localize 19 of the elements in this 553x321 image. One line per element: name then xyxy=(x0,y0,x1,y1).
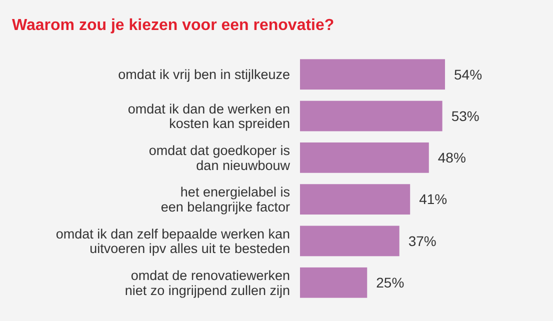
bar xyxy=(300,59,445,90)
y-tick-label: omdat ik dan de werken en kosten kan spreiden xyxy=(128,101,290,132)
y-tick-label: omdat de renovatiewerken niet zo ingrijpend zullen zijn xyxy=(124,268,290,298)
data-label: 53% xyxy=(451,108,480,124)
y-tick-label: omdat dat goedkoper is dan nieuwbouw xyxy=(148,142,290,173)
data-label: 48% xyxy=(438,150,466,166)
chart-title: Waarom zou je kiezen voor een renovatie? xyxy=(12,17,334,34)
y-tick-label: omdat ik vrij ben in stijlkeuze xyxy=(118,67,290,82)
bar xyxy=(300,226,400,256)
data-label: 41% xyxy=(419,191,448,208)
data-label: 54% xyxy=(454,66,482,82)
y-tick-label: het energielabel is een belangrijke factor xyxy=(160,184,290,214)
data-label: 37% xyxy=(408,232,436,249)
y-tick-label: omdat ik dan zelf bepaalde werken kan uitvoeren ipv alles uit te besteden xyxy=(56,226,290,256)
bar xyxy=(300,100,442,132)
bar xyxy=(300,142,429,173)
data-label: 25% xyxy=(376,274,404,291)
bar xyxy=(300,184,410,215)
bar xyxy=(300,267,368,298)
